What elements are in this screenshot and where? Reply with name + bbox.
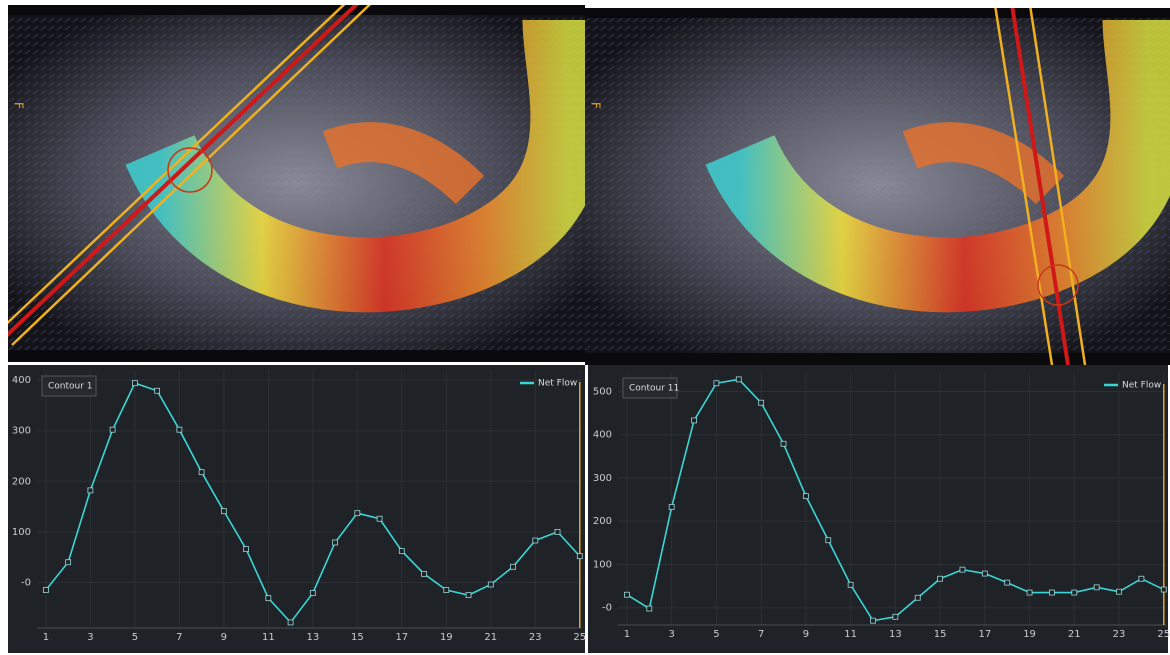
data-point (555, 529, 560, 534)
chart-panel (588, 365, 1168, 653)
data-point (110, 427, 115, 432)
annotation: Contour 1 (48, 382, 93, 392)
data-point (488, 582, 493, 587)
data-point (669, 504, 674, 509)
x-tick-label: 11 (262, 632, 275, 643)
data-point (826, 538, 831, 543)
data-point (66, 560, 71, 565)
y-tick-label: -0 (602, 603, 612, 614)
data-point (288, 620, 293, 625)
x-tick-label: 7 (758, 629, 764, 640)
y-tick-label: 200 (12, 476, 31, 487)
y-tick-label: 300 (593, 473, 612, 484)
x-tick-label: 5 (713, 629, 719, 640)
x-tick-label: 3 (87, 632, 93, 643)
data-point (781, 441, 786, 446)
y-tick-label: 100 (593, 559, 612, 570)
screen: F F -0100200300400135791113151719212325N… (0, 0, 1170, 655)
annotation: Contour 11 (629, 384, 679, 394)
x-tick-label: 25 (1157, 629, 1170, 640)
data-point (1161, 587, 1166, 592)
data-point (1005, 580, 1010, 585)
data-point (647, 606, 652, 611)
data-point (43, 588, 48, 593)
x-tick-label: 21 (1068, 629, 1081, 640)
data-point (333, 540, 338, 545)
data-point (444, 588, 449, 593)
y-tick-label: 100 (12, 527, 31, 538)
data-point (310, 591, 315, 596)
x-tick-label: 1 (43, 632, 49, 643)
data-point (244, 547, 249, 552)
data-point (1094, 585, 1099, 590)
y-tick-label: -0 (21, 577, 31, 588)
x-tick-label: 11 (844, 629, 857, 640)
legend-label: Net Flow (1122, 381, 1161, 391)
x-tick-label: 5 (132, 632, 138, 643)
data-point (915, 595, 920, 600)
data-point (155, 388, 160, 393)
y-tick-label: 400 (12, 375, 31, 386)
data-point (982, 571, 987, 576)
x-tick-label: 23 (1113, 629, 1126, 640)
x-tick-label: 15 (934, 629, 947, 640)
x-tick-label: 3 (668, 629, 674, 640)
data-point (938, 576, 943, 581)
data-point (511, 564, 516, 569)
data-point (1139, 576, 1144, 581)
x-tick-label: 19 (440, 632, 453, 643)
data-point (803, 494, 808, 499)
data-point (466, 593, 471, 598)
data-point (355, 511, 360, 516)
data-point (577, 554, 582, 559)
chart-panel (8, 365, 585, 653)
y-tick-label: 400 (593, 430, 612, 441)
data-point (736, 377, 741, 382)
data-point (870, 618, 875, 623)
orientation-label: F (589, 102, 603, 109)
data-point (848, 582, 853, 587)
flow-image: F (0, 0, 585, 362)
x-tick-label: 13 (306, 632, 319, 643)
data-point (1072, 590, 1077, 595)
x-tick-label: 1 (624, 629, 630, 640)
data-point (759, 400, 764, 405)
data-point (692, 418, 697, 423)
x-tick-label: 13 (889, 629, 902, 640)
data-point (624, 592, 629, 597)
x-tick-label: 17 (395, 632, 408, 643)
x-tick-label: 21 (484, 632, 497, 643)
data-point (177, 427, 182, 432)
data-point (714, 381, 719, 386)
x-tick-label: 19 (1023, 629, 1036, 640)
data-point (893, 614, 898, 619)
x-tick-label: 7 (176, 632, 182, 643)
data-point (422, 571, 427, 576)
x-tick-label: 15 (351, 632, 364, 643)
x-tick-label: 25 (573, 632, 586, 643)
x-tick-label: 9 (221, 632, 227, 643)
legend-label: Net Flow (538, 379, 577, 389)
data-point (960, 567, 965, 572)
data-point (377, 516, 382, 521)
data-point (132, 381, 137, 386)
flow-image: F (585, 5, 1170, 365)
data-point (399, 549, 404, 554)
data-point (533, 538, 538, 543)
data-point (1027, 590, 1032, 595)
orientation-label: F (12, 102, 26, 109)
y-tick-label: 500 (593, 386, 612, 397)
data-point (221, 509, 226, 514)
y-tick-label: 300 (12, 426, 31, 437)
x-tick-label: 17 (978, 629, 991, 640)
data-point (88, 488, 93, 493)
data-point (266, 596, 271, 601)
data-point (1117, 589, 1122, 594)
data-point (1049, 590, 1054, 595)
x-tick-label: 23 (529, 632, 542, 643)
data-point (199, 470, 204, 475)
x-tick-label: 9 (803, 629, 809, 640)
y-tick-label: 200 (593, 516, 612, 527)
